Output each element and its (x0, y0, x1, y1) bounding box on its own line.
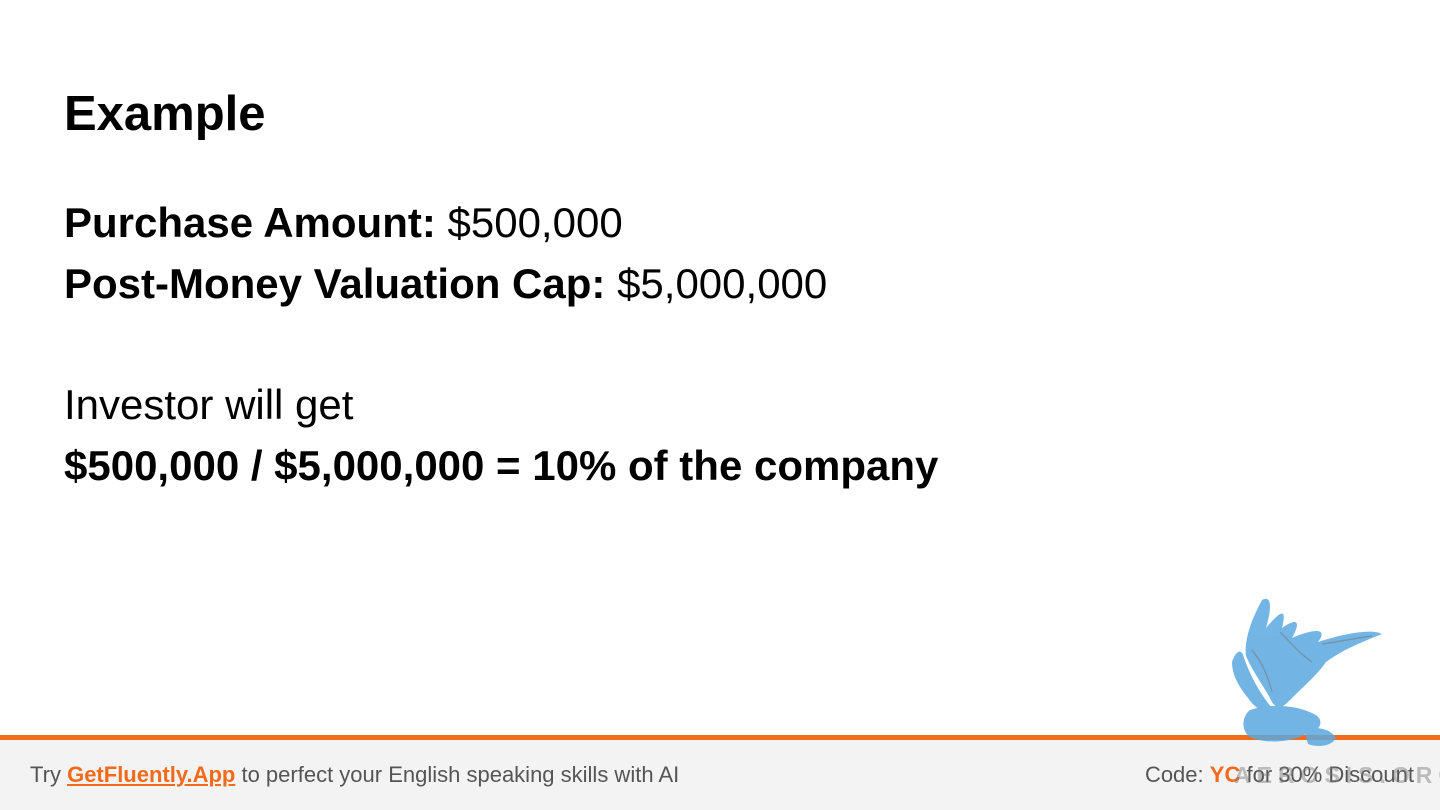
footer-divider (0, 735, 1440, 740)
watermark-text: AEROSIS.ORG (1234, 762, 1440, 788)
getfluently-link[interactable]: GetFluently.App (67, 762, 236, 787)
footer-try-text: Try (30, 762, 61, 787)
footer-promo: Try GetFluently.App to perfect your Engl… (30, 762, 679, 788)
result-calculation: $500,000 / $5,000,000 = 10% of the compa… (64, 442, 939, 489)
footer-banner: Try GetFluently.App to perfect your Engl… (0, 740, 1440, 810)
code-label: Code: (1144, 762, 1204, 787)
valuation-cap-line: Post-Money Valuation Cap: $5,000,000 (64, 253, 827, 314)
footer-rest-text: to perfect your English speaking skills … (241, 762, 680, 787)
discount-code: YC (1209, 762, 1241, 787)
slide-title: Example (64, 87, 266, 141)
valuation-cap-label: Post-Money Valuation Cap: (64, 260, 606, 307)
purchase-amount-line: Purchase Amount: $500,000 (64, 192, 827, 253)
result-intro: Investor will get (64, 381, 354, 428)
discount-text: for 30% Discount (1246, 762, 1414, 787)
slide-canvas: Example Purchase Amount: $500,000 Post-M… (64, 87, 939, 496)
purchase-amount-value: $500,000 (447, 199, 623, 246)
result-block: Investor will get $500,000 / $5,000,000 … (64, 374, 938, 496)
purchase-amount-label: Purchase Amount: (64, 199, 436, 246)
valuation-cap-value: $5,000,000 (617, 260, 828, 307)
griffin-logo-icon (1232, 598, 1382, 746)
footer-discount: Code: YC for 30% Discount (1145, 762, 1414, 788)
terms-block: Purchase Amount: $500,000 Post-Money Val… (64, 192, 827, 314)
